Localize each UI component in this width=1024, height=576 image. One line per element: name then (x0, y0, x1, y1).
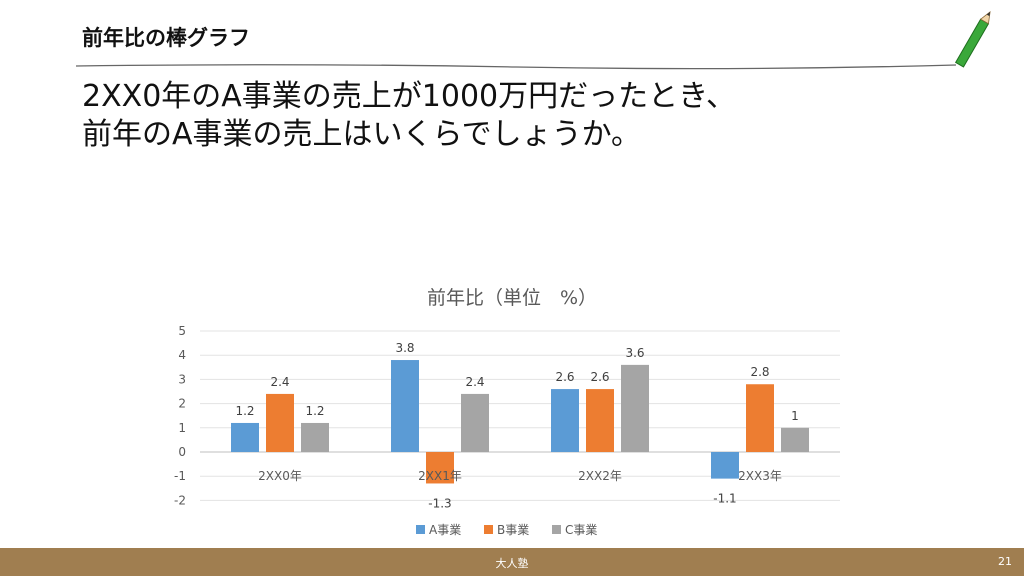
data-label: 3.8 (395, 341, 414, 355)
legend-swatch (552, 525, 561, 534)
slide-title: 前年比の棒グラフ (82, 26, 250, 50)
bars (231, 360, 809, 484)
category-label: 2XX0年 (258, 469, 302, 483)
pencil-icon (954, 10, 991, 68)
legend-swatch (484, 525, 493, 534)
legend-label: C事業 (565, 523, 597, 537)
footer-bar: 大人塾 21 (0, 548, 1024, 576)
data-label: -1.1 (713, 492, 736, 506)
data-label: 2.6 (590, 370, 609, 384)
category-labels: 2XX0年 2XX1年 2XX2年 2XX3年 (258, 469, 782, 483)
y-tick-label: 0 (178, 445, 186, 459)
page-number: 21 (998, 555, 1012, 568)
y-tick-labels: 5 4 3 2 1 0 -1 -2 (174, 324, 186, 507)
bar (621, 364, 649, 452)
question-line-2: 前年のA事業の売上はいくらでしょうか。 (82, 117, 642, 152)
chart-title: 前年比（単位 %） (427, 287, 597, 309)
bar (711, 452, 739, 479)
data-label: 2.8 (750, 365, 769, 379)
bar (391, 360, 419, 452)
data-label: 2.4 (465, 375, 484, 389)
legend-swatch (416, 525, 425, 534)
legend: A事業 B事業 C事業 (416, 523, 597, 537)
data-label: 1 (791, 409, 799, 423)
y-tick-label: 4 (178, 348, 186, 362)
bar (266, 393, 294, 452)
y-tick-label: -1 (174, 469, 186, 483)
bar (781, 427, 809, 452)
y-tick-label: 3 (178, 372, 186, 386)
data-label: 2.4 (270, 375, 289, 389)
question-text: 2XX0年のA事業の売上が1000万円だったとき、 前年のA事業の売上はいくらで… (82, 78, 736, 154)
data-labels: 1.2 2.4 1.2 3.8 -1.3 2.4 2.6 2.6 3.6 -1.1 2.8 1 (235, 341, 798, 510)
bar (551, 389, 579, 452)
bar-chart: 前年比（単位 %） 5 4 3 2 1 0 -1 -2 1.2 2.4 1.2 3.8 -1.3 2.4… (174, 287, 840, 537)
bar (586, 389, 614, 452)
data-label: 1.2 (235, 404, 254, 418)
legend-label: B事業 (497, 523, 529, 537)
y-tick-label: -2 (174, 493, 186, 507)
question-line-1: 2XX0年のA事業の売上が1000万円だったとき、 (82, 79, 737, 114)
bar (426, 452, 454, 484)
bar (301, 422, 329, 452)
category-label: 2XX3年 (738, 469, 782, 483)
footer-school-name: 大人塾 (495, 557, 529, 570)
bar (746, 384, 774, 452)
bar (461, 393, 489, 452)
y-tick-label: 1 (178, 421, 186, 435)
y-tick-label: 5 (178, 324, 186, 338)
title-underline (76, 64, 956, 70)
data-label: -1.3 (428, 496, 451, 510)
category-label: 2XX2年 (578, 469, 622, 483)
bar (231, 422, 259, 452)
category-label: 2XX1年 (418, 469, 462, 483)
legend-label: A事業 (429, 523, 461, 537)
y-tick-label: 2 (178, 397, 186, 411)
data-label: 2.6 (555, 370, 574, 384)
data-label: 1.2 (305, 404, 324, 418)
data-label: 3.6 (625, 346, 644, 360)
